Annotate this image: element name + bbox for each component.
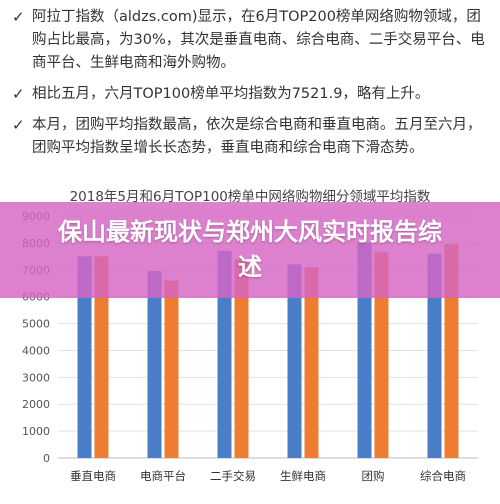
- x-category-label: 二手交易: [210, 469, 256, 483]
- bar-series-2: [304, 267, 319, 458]
- x-category-label: 团购: [362, 469, 385, 483]
- chart-title: 2018年5月和6月TOP100榜单中网络购物细分领域平均指数: [69, 189, 431, 205]
- bar-series-1: [147, 271, 162, 458]
- bar-series-2: [94, 256, 109, 458]
- y-tick-label: 3000: [22, 371, 50, 384]
- overlay-banner: 保山最新现状与郑州大风实时报告综述: [0, 202, 500, 298]
- bullet-item: ✓ 阿拉丁指数（aldzs.com)显示，在6月TOP200榜单网络购物领域，团…: [10, 6, 490, 75]
- bar-series-1: [77, 256, 92, 458]
- x-category-label: 垂直电商: [70, 469, 116, 483]
- y-tick-label: 2000: [22, 398, 50, 411]
- y-tick-label: 5000: [22, 318, 50, 331]
- bar-series-1: [427, 253, 442, 458]
- checkmark-icon: ✓: [12, 85, 25, 103]
- y-tick-label: 0: [43, 452, 50, 465]
- bullet-text: 本月，团购平均指数最高，依次是综合电商和垂直电商。五月至六月，团购平均指数呈增长…: [32, 117, 482, 156]
- x-category-label: 综合电商: [420, 469, 466, 483]
- bar-series-1: [287, 264, 302, 458]
- bullet-text: 相比五月，六月TOP100榜单平均指数为7521.9，略有上升。: [32, 86, 430, 102]
- banner-title: 保山最新现状与郑州大风实时报告综述: [58, 218, 442, 281]
- x-category-label: 生鲜电商: [280, 469, 326, 483]
- bullet-item: ✓ 本月，团购平均指数最高，依次是综合电商和垂直电商。五月至六月，团购平均指数呈…: [10, 114, 490, 160]
- bar-series-1: [217, 250, 232, 458]
- checkmark-icon: ✓: [12, 116, 25, 134]
- bar-series-2: [234, 259, 249, 458]
- y-tick-label: 4000: [22, 344, 50, 357]
- bar-series-2: [374, 252, 389, 458]
- checkmark-icon: ✓: [12, 8, 25, 26]
- bullet-item: ✓ 相比五月，六月TOP100榜单平均指数为7521.9，略有上升。: [10, 83, 490, 106]
- bar-series-2: [164, 280, 179, 458]
- y-tick-label: 1000: [22, 425, 50, 438]
- bullet-text: 阿拉丁指数（aldzs.com)显示，在6月TOP200榜单网络购物领域，团购占…: [32, 9, 485, 71]
- bullet-list: ✓ 阿拉丁指数（aldzs.com)显示，在6月TOP200榜单网络购物领域，团…: [10, 6, 490, 168]
- x-category-label: 电商平台: [140, 469, 186, 483]
